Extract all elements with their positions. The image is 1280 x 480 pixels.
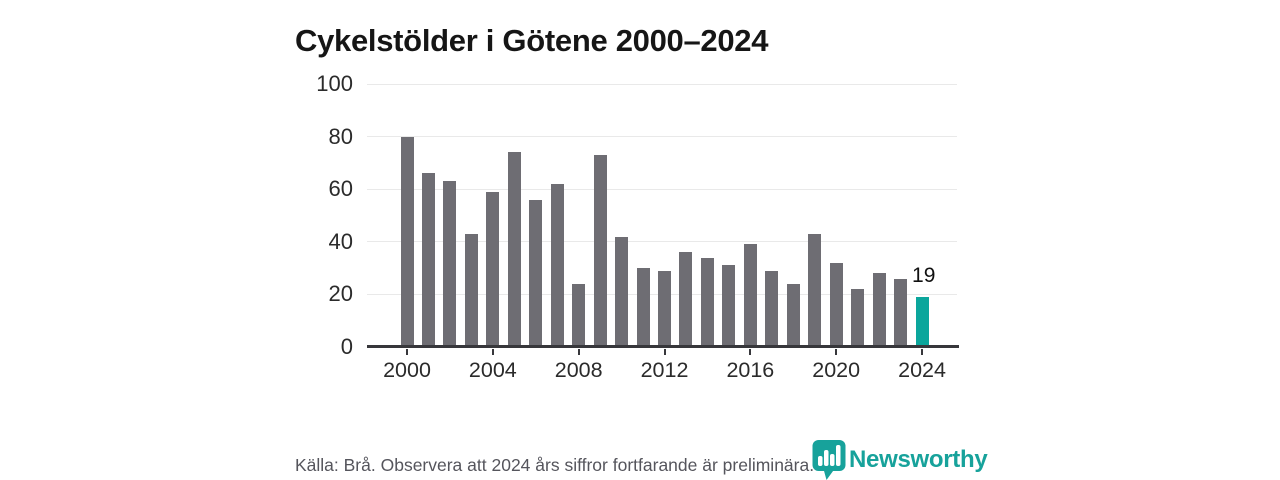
y-axis-tick-label: 80 [328, 123, 353, 149]
x-axis-line [367, 345, 959, 348]
bar-2012 [658, 270, 672, 347]
bar-2023 [894, 278, 908, 347]
bar-2010 [615, 236, 629, 347]
bar-2024 [915, 297, 929, 347]
bar-2015 [722, 265, 736, 347]
y-axis-tick-label: 100 [316, 71, 353, 96]
newsworthy-logo-text: Newsworthy [849, 446, 988, 473]
x-axis-tick [749, 349, 752, 355]
bar-2003 [464, 233, 478, 347]
bar-2016 [743, 244, 757, 347]
x-axis-tick-label: 2012 [640, 358, 689, 382]
highlight-value-label: 19 [912, 264, 936, 288]
y-axis-tick-label: 60 [328, 176, 353, 202]
bar-2009 [593, 155, 607, 347]
bar-2017 [765, 270, 779, 347]
x-axis-tick-label: 2016 [726, 358, 775, 382]
bar-2001 [421, 173, 435, 347]
bar-2013 [679, 252, 693, 347]
x-axis-tick [406, 349, 408, 355]
x-axis-tick [577, 349, 580, 355]
bar-2005 [507, 152, 521, 347]
bar-chart: 0 20 40 60 80 100 2000 2004 2008 2012 2016 2020 2024… [316, 71, 959, 404]
x-axis-tick [835, 349, 838, 355]
bar-2006 [529, 199, 543, 347]
bar-2000 [400, 136, 414, 347]
bar-2022 [872, 273, 886, 347]
bar-2004 [486, 191, 500, 347]
x-axis-tick [491, 349, 494, 355]
y-gridline [367, 83, 957, 85]
newsworthy-pin-bar-chart-icon [812, 440, 846, 480]
bar-2020 [829, 262, 843, 347]
x-axis-tick [663, 349, 666, 355]
bar-2021 [851, 289, 865, 347]
x-axis-tick-label: 2008 [554, 358, 603, 382]
x-axis-tick-label: 2004 [468, 358, 517, 382]
y-axis-tick-label: 40 [328, 228, 353, 254]
bar-2019 [808, 233, 822, 347]
bar-2002 [443, 181, 457, 347]
source-note: Källa: Brå. Observera att 2024 års siffr… [295, 455, 815, 475]
bar-2018 [786, 283, 800, 347]
x-axis-tick-label: 2024 [898, 358, 946, 382]
x-axis-tick [921, 349, 924, 355]
bar-2014 [700, 257, 714, 347]
y-gridline [367, 188, 957, 190]
page-title: Cykelstölder i Götene 2000–2024 [295, 22, 769, 58]
bar-2008 [572, 283, 586, 347]
y-axis-tick-label: 0 [340, 334, 353, 359]
bar-2011 [636, 268, 650, 347]
x-axis-tick-label: 2020 [812, 358, 861, 382]
newsworthy-logo: Newsworthy [812, 440, 988, 480]
y-gridline [367, 241, 957, 243]
y-gridline [367, 136, 957, 138]
y-axis-tick-label: 20 [328, 281, 353, 307]
x-axis-tick-label: 2000 [383, 358, 431, 382]
bar-2007 [550, 183, 564, 347]
